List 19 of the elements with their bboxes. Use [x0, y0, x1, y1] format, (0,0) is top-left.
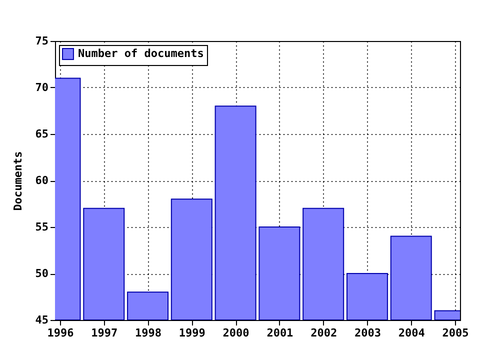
x-tick-label: 2005 — [442, 326, 469, 340]
y-tick-label: 45 — [35, 314, 48, 326]
y-tick-label: 60 — [35, 174, 48, 187]
y-tick-label: 50 — [35, 267, 48, 280]
x-tick-label: 1999 — [178, 326, 206, 340]
y-axis-title: Documents — [11, 151, 24, 211]
x-tick-label: 1998 — [135, 326, 162, 340]
x-tick-label: 2000 — [222, 326, 250, 340]
x-tick-label: 1996 — [47, 326, 74, 340]
y-tick-label: 55 — [35, 220, 48, 234]
y-tick-label: 65 — [35, 128, 48, 140]
x-tick-label: 1997 — [91, 326, 118, 340]
y-tick-label: 75 — [35, 34, 48, 48]
legend-label: Number of documents — [78, 47, 204, 60]
x-tick-label: 2003 — [354, 326, 381, 340]
x-tick-label: 2002 — [310, 326, 338, 340]
x-tick-label: 2004 — [398, 326, 426, 340]
y-tick-label: 70 — [35, 81, 48, 94]
x-tick-label: 2001 — [266, 326, 294, 340]
